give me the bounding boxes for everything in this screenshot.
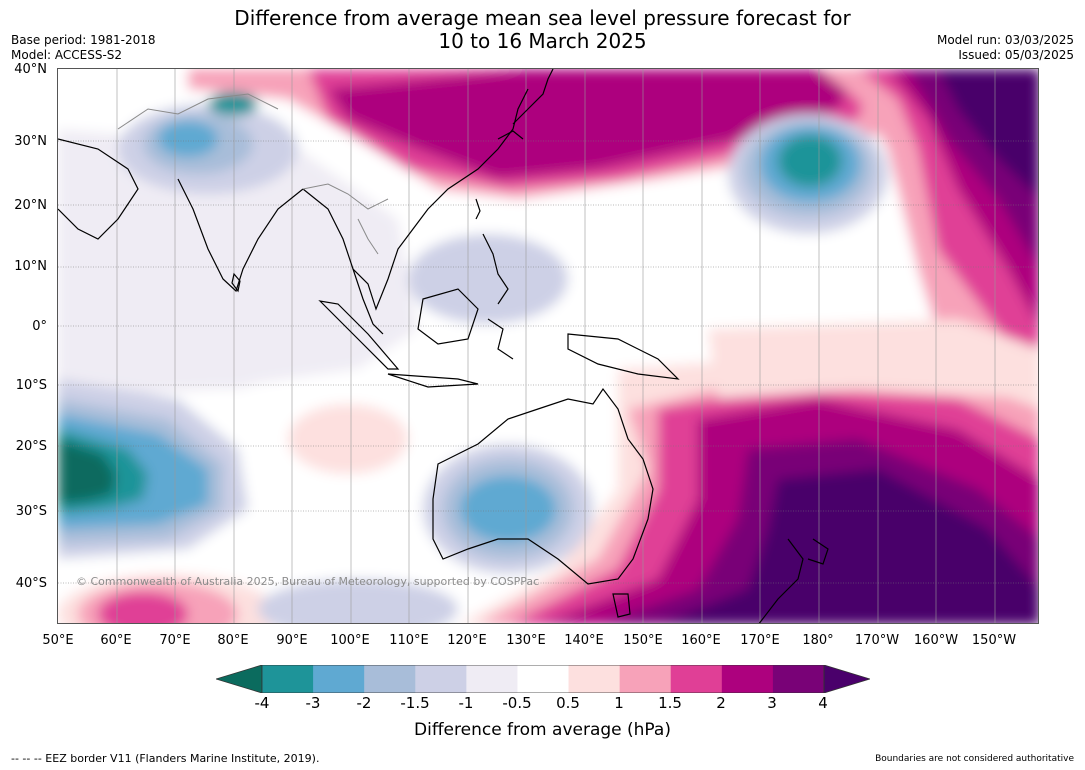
colorbar (216, 665, 870, 693)
lat-label-eq: 0° (32, 319, 47, 334)
lon-label-150e: 150°E (623, 633, 663, 648)
colorbar-segment (364, 665, 416, 693)
lon-label-110e: 110°E (389, 633, 429, 648)
lon-label-160w: 160°W (913, 633, 959, 648)
lon-label-130e: 130°E (506, 633, 546, 648)
country-borders (117, 93, 389, 255)
colorbar-segment (772, 665, 825, 693)
lon-label-60e: 60°E (100, 633, 132, 648)
colorbar-tick: 0.5 (556, 694, 580, 712)
lon-label-50e: 50°E (42, 633, 74, 648)
coastlines (58, 69, 829, 623)
colorbar-tick: -0.5 (502, 694, 532, 712)
base-period-label: Base period: 1981-2018 (11, 33, 156, 47)
lat-label-30n: 30°N (14, 134, 47, 149)
colorbar-segment (670, 665, 723, 693)
colorbar-tick: 3 (767, 694, 777, 712)
model-label: Model: ACCESS-S2 (11, 48, 123, 62)
colorbar-label: Difference from average (hPa) (414, 720, 671, 740)
colorbar-tick: 1.5 (658, 694, 682, 712)
lon-label-140e: 140°E (564, 633, 604, 648)
colorbar-tick: -1 (458, 694, 474, 712)
lat-label-40s: 40°S (15, 576, 47, 591)
colorbar-tick: -2 (356, 694, 372, 712)
lon-label-80e: 80°E (217, 633, 249, 648)
colorbar-segment (466, 665, 518, 693)
lon-label-90e: 90°E (276, 633, 308, 648)
graticule (58, 140, 1038, 584)
lat-label-10s: 10°S (15, 378, 47, 393)
colorbar-segment (415, 665, 467, 693)
colorbar-segment (517, 665, 570, 693)
lat-label-40n: 40°N (14, 62, 47, 77)
colorbar-tick: -1.5 (400, 694, 430, 712)
lat-label-10n: 10°N (14, 259, 47, 274)
colorbar-arrow-right (823, 665, 870, 693)
pressure-anomaly-map (57, 68, 1039, 624)
map-title-line2: 10 to 16 March 2025 (438, 29, 647, 53)
colorbar-tick: 4 (818, 694, 828, 712)
lat-label-30s: 30°S (15, 504, 47, 519)
colorbar-segment (619, 665, 672, 693)
map-title-line1: Difference from average mean sea level p… (234, 6, 851, 30)
colorbar-tick: 2 (716, 694, 726, 712)
lon-label-170w: 170°W (854, 633, 900, 648)
lat-label-20s: 20°S (15, 439, 47, 454)
lon-label-180: 180° (802, 633, 834, 648)
model-run-label: Model run: 03/03/2025 (936, 33, 1074, 47)
lon-label-160e: 160°E (681, 633, 721, 648)
colorbar-tick: 1 (614, 694, 624, 712)
colorbar-segment (568, 665, 621, 693)
meridians (116, 69, 996, 623)
colorbar-tick: -4 (254, 694, 270, 712)
lon-label-70e: 70°E (159, 633, 191, 648)
copyright-text: © Commonwealth of Australia 2025, Bureau… (76, 575, 540, 588)
colorbar-segment (313, 665, 365, 693)
lat-label-20n: 20°N (14, 198, 47, 213)
colorbar-arrow-left (216, 665, 263, 693)
lon-label-100e: 100°E (330, 633, 370, 648)
lon-label-150w: 150°W (971, 633, 1017, 648)
issued-label: Issued: 05/03/2025 (958, 48, 1074, 62)
map-canvas (58, 69, 1038, 623)
colorbar-segment (721, 665, 774, 693)
lon-label-170e: 170°E (740, 633, 780, 648)
eez-border-note: -- -- -- EEZ border V11 (Flanders Marine… (11, 752, 320, 765)
colorbar-segment (262, 665, 314, 693)
lon-label-120e: 120°E (447, 633, 487, 648)
boundaries-disclaimer: Boundaries are not considered authoritat… (875, 754, 1074, 764)
colorbar-tick: -3 (305, 694, 321, 712)
